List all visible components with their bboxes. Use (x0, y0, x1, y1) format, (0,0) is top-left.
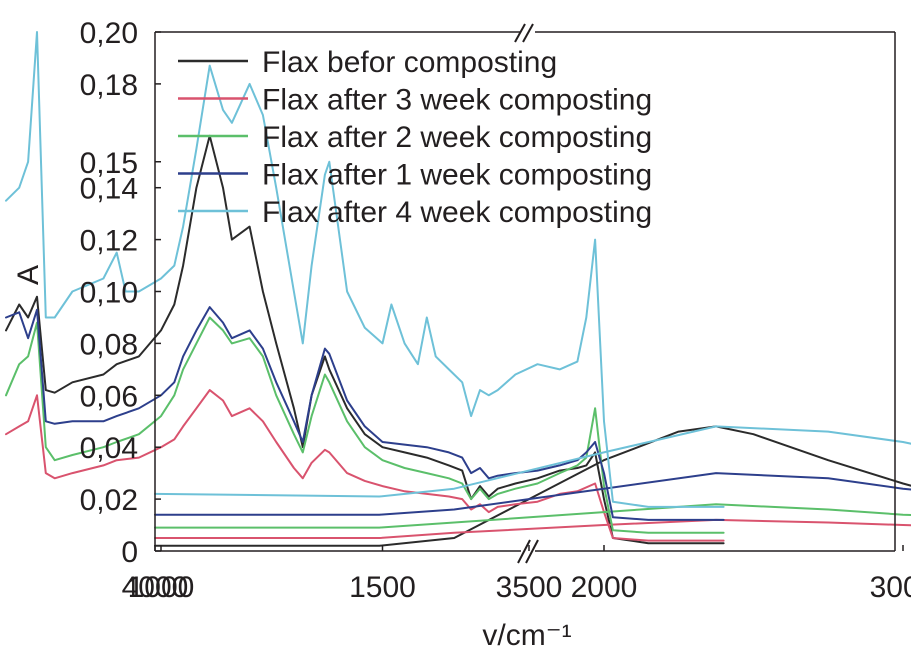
y-tick-label-1: 0,02 (80, 484, 138, 517)
series-line-2-part-2 (5, 389, 725, 542)
x-tick-label-0: 4000 (122, 571, 189, 604)
axis-break-mark-3 (517, 539, 531, 564)
y-tick-label-7: 0,14 (80, 173, 138, 206)
series-line-4-part-2 (5, 306, 725, 521)
plot-background (155, 32, 895, 551)
x-tick-label-1: 3500 (496, 571, 563, 604)
legend-label-4: Flax after 1 week composting (262, 159, 652, 192)
x-tick-label-5: 1500 (349, 571, 416, 604)
y-tick-label-8: 0,15 (80, 147, 138, 180)
series-line-2-part-1 (154, 518, 911, 539)
series-layer (5, 31, 911, 547)
legend: Flax befor composting Flax after 3 week c… (178, 46, 652, 229)
y-tick-label-5: 0,10 (80, 277, 138, 310)
axis-break-mark-1 (514, 23, 526, 43)
x-tick-label-6: 1000 (128, 571, 195, 604)
axis-break-mark-2 (522, 23, 534, 43)
y-tick-label-10: 0,20 (80, 17, 138, 50)
y-tick-label-9: 0,18 (80, 69, 138, 102)
legend-label-1: Flax befor composting (262, 46, 557, 79)
axis-break-gap-top (521, 14, 535, 38)
y-tick-label-0: 0 (121, 536, 138, 569)
axis-break-gap-bottom (521, 538, 535, 564)
series-line-1-part-1 (154, 425, 911, 547)
x-tick-label-4: 2000 (571, 571, 638, 604)
tick-layer: 0 0,02 0,04 0,06 0,08 0,10 0,12 0,140,15 0,18 0,2… (80, 17, 911, 604)
series-line-1-part-2 (5, 134, 725, 545)
series-line-5-part-1 (154, 425, 911, 498)
x-tick-label-2: 3000 (870, 571, 911, 604)
axis-break-mark-4 (525, 539, 539, 564)
y-tick-label-2: 0,04 (80, 432, 138, 465)
x-axis-title: v/cm⁻¹ (482, 619, 571, 652)
axis-break (514, 14, 539, 564)
y-tick-label-3: 0,06 (80, 380, 138, 413)
series-line-4-part-1 (154, 472, 911, 516)
y-axis-title: A (12, 265, 45, 285)
series-line-3-part-1 (154, 503, 911, 529)
y-tick-label-4: 0,08 (80, 328, 138, 361)
series-line-5-part-2 (5, 31, 725, 508)
y-tick-label-6: 0,12 (80, 225, 138, 258)
legend-label-5: Flax after 4 week composting (262, 196, 652, 229)
legend-label-2: Flax after 3 week composting (262, 84, 652, 117)
legend-label-3: Flax after 2 week composting (262, 121, 652, 154)
series-line-3-part-2 (5, 316, 725, 534)
